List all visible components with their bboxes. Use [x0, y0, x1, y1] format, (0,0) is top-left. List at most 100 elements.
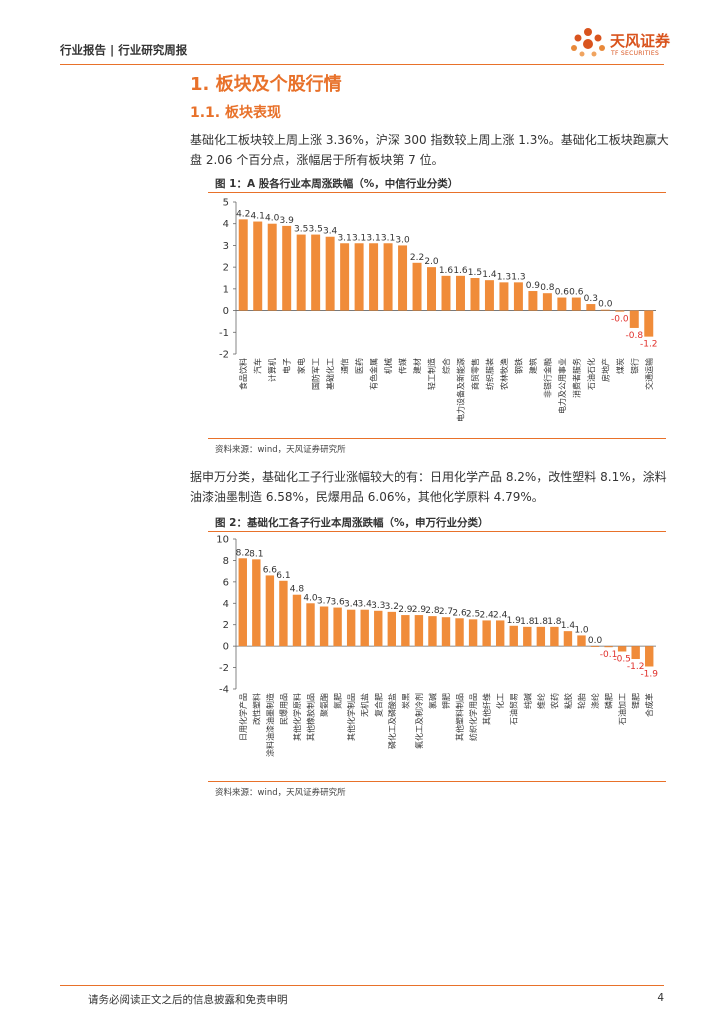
chart-2-category-label: 其他纤维	[482, 693, 492, 725]
chart-1-data-label: 1.3	[511, 272, 525, 282]
chart-1-bar	[296, 234, 306, 311]
chart-1-data-label: 3.1	[352, 233, 366, 243]
breadcrumb: 行业报告 | 行业研究周报	[60, 43, 188, 57]
chart-2-data-label: 1.0	[574, 625, 589, 635]
chart-1-data-label: 3.1	[337, 233, 351, 243]
chart-2-bar	[252, 559, 261, 647]
chart-1-data-label: 0.0	[598, 300, 613, 310]
chart-1-category-label: 轻工制造	[427, 358, 437, 390]
chart-2-y-tick-label: 4	[223, 599, 229, 610]
chart-1-category-label: 汽车	[253, 358, 263, 374]
chart-1-bar	[557, 297, 567, 311]
page-header: 行业报告 | 行业研究周报 天风证券 TF SECURITIES	[0, 0, 724, 70]
chart-1-bar	[571, 297, 581, 311]
chart-2-bar	[536, 626, 546, 647]
chart-2-data-label: -1.2	[627, 662, 645, 672]
chart-1-bar	[282, 225, 292, 311]
chart-2-category-label: 锂肥	[631, 693, 641, 709]
chart-1-category-label: 建筑	[528, 358, 538, 374]
chart-1-bar	[253, 221, 263, 311]
chart-2-y-tick-label: -2	[219, 663, 229, 674]
chart-2-bar	[563, 631, 573, 647]
chart-2-data-label: 1.9	[507, 616, 522, 626]
figure-2-top-rule	[208, 531, 666, 532]
chart-1-bar	[644, 310, 654, 337]
chart-2-category-label: 改性塑料	[251, 693, 261, 725]
chart-2-data-label: 6.1	[276, 571, 290, 581]
chart-2-data-label: 3.3	[371, 601, 385, 611]
chart-2-bar	[523, 626, 532, 647]
chart-2-data-label: 8.1	[249, 549, 263, 559]
chart-2-data-label: 3.6	[330, 598, 345, 608]
paragraph-subsector-performance: 据申万分类，基础化工子行业涨幅较大的有：日用化学产品 8.2%，改性塑料 8.1…	[190, 470, 667, 504]
chart-2-category-label: 磷肥	[604, 693, 614, 709]
chart-1-data-label: 1.5	[468, 268, 482, 278]
chart-2-bar	[482, 620, 491, 647]
figure-1-bottom-rule	[208, 438, 666, 439]
chart-2-category-label: 磷化工及磷酸盐	[387, 693, 397, 749]
chart-2-bar	[577, 635, 586, 647]
chart-1-category-label: 电子	[282, 358, 292, 374]
chart-1-category-label: 国防军工	[311, 358, 321, 390]
chart-2-category-label: 维纶	[536, 693, 546, 709]
chart-1-data-label: 1.6	[453, 266, 468, 276]
figure-2-bar-chart: -4 -2 0 2 4 6 8 10 8.2 日用化学产品 8.1 改性塑料 6.6 涂料油漆油墨制造 6.…	[216, 535, 658, 758]
figure-1-top-rule	[208, 192, 666, 193]
chart-2-bar	[631, 646, 640, 659]
chart-2-category-label: 日用化学产品	[238, 693, 248, 741]
chart-2-category-label: 石油加工	[617, 693, 627, 725]
chart-2-bar	[590, 646, 600, 647]
chart-1-category-label: 机械	[383, 358, 393, 374]
paragraph-sector-performance: 基础化工板块较上周上涨 3.36%，沪深 300 指数较上周上涨 1.3%。基础…	[190, 133, 669, 167]
chart-1-bar	[615, 310, 625, 312]
chart-2-data-label: 2.9	[398, 605, 413, 615]
chart-1-bar	[586, 304, 596, 311]
section-subtitle: 1.1. 板块表现	[190, 105, 281, 121]
chart-1-bar	[354, 243, 364, 311]
chart-2-data-label: 2.7	[439, 607, 453, 617]
figure-2-bottom-rule	[208, 781, 666, 782]
chart-1-category-label: 石油石化	[586, 358, 596, 390]
chart-1-y-tick-label: 4	[223, 219, 229, 230]
chart-1-category-label: 钢铁	[513, 358, 523, 374]
chart-2-bar	[617, 646, 627, 652]
figure-2-source: 资料来源：wind，天风证券研究所	[215, 788, 346, 798]
logo-mark-icon	[571, 28, 605, 57]
chart-2-bar	[468, 619, 478, 647]
chart-1-data-label: 3.5	[294, 225, 308, 235]
logo-subtitle: TF SECURITIES	[611, 50, 660, 57]
chart-2-bar	[306, 603, 315, 647]
chart-1-category-label: 综合	[441, 358, 451, 374]
chart-1-category-label: 电力及公用事业	[557, 358, 567, 414]
chart-1-data-label: 3.4	[323, 227, 338, 237]
chart-1-data-label: 1.4	[482, 270, 497, 280]
chart-1-category-label: 食品饮料	[238, 358, 248, 390]
chart-1-data-label: -0.8	[625, 331, 643, 341]
chart-2-data-label: 2.4	[493, 610, 508, 620]
company-logo: 天风证券 TF SECURITIES	[568, 26, 678, 62]
chart-1-data-label: 3.9	[280, 216, 295, 226]
chart-2-category-label: 粘胶	[563, 693, 573, 709]
chart-1-category-label: 商贸零售	[470, 358, 480, 390]
chart-1-bar	[455, 275, 465, 311]
chart-2-category-label: 氯碱	[427, 693, 437, 709]
chart-1-category-label: 交通运输	[644, 358, 654, 390]
chart-2-data-label: 2.8	[425, 606, 440, 616]
chart-2-bar	[265, 575, 275, 647]
chart-2-data-label: 3.4	[344, 600, 359, 610]
chart-2-data-label: 6.6	[263, 565, 278, 575]
chart-1-category-label: 计算机	[267, 358, 277, 382]
chart-1-data-label: 0.6	[555, 288, 570, 298]
chart-2-bar	[604, 646, 613, 648]
section-title: 1. 板块及个股行情	[190, 74, 342, 95]
chart-2-bar	[387, 611, 397, 647]
chart-2-data-label: 4.8	[290, 585, 305, 595]
chart-1-category-label: 纺织服装	[484, 358, 494, 390]
chart-1-y-tick-label: -1	[219, 328, 229, 339]
chart-2-category-label: 轮胎	[576, 693, 586, 709]
figure-1-source: 资料来源：wind，天风证券研究所	[215, 445, 346, 455]
chart-2-bar	[319, 606, 329, 647]
chart-1-bar	[311, 234, 321, 311]
chart-1-bar	[369, 243, 379, 311]
chart-2-category-label: 氟化工及制冷剂	[414, 693, 424, 749]
